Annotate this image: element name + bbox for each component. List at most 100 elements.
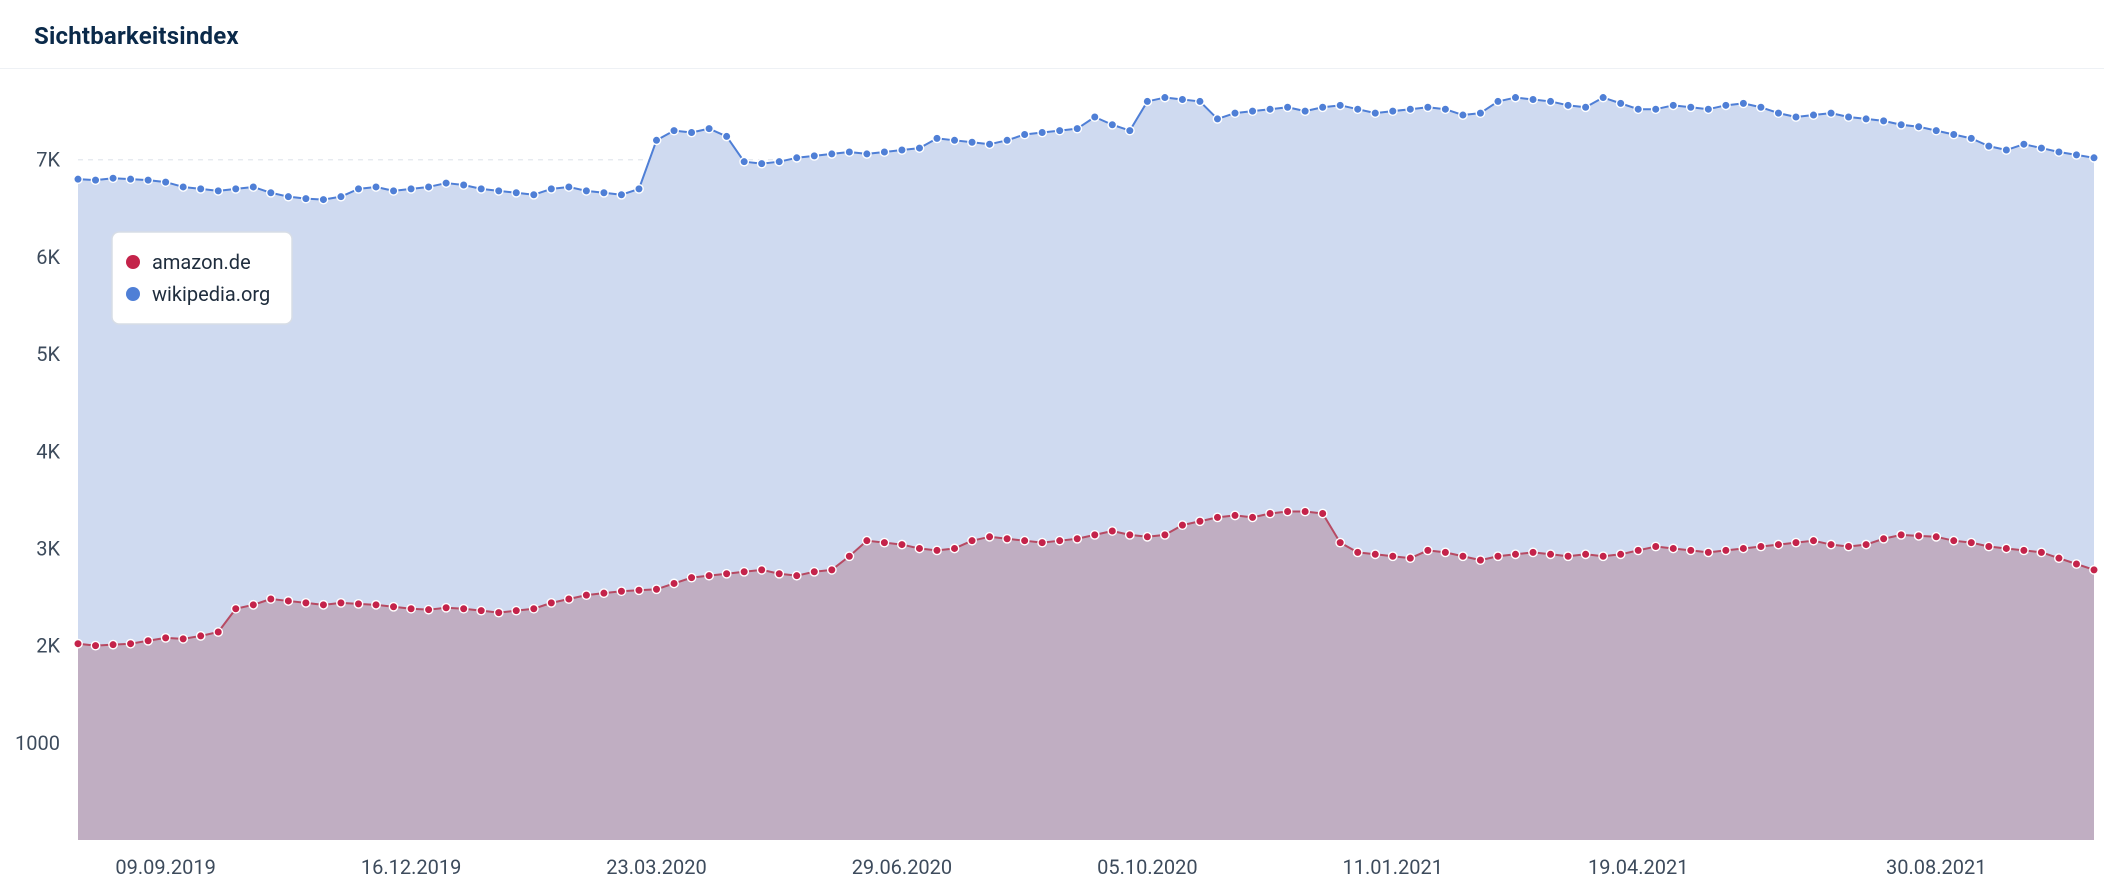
- point-wikipedia[interactable]: [1354, 105, 1362, 113]
- point-amazon[interactable]: [2090, 566, 2098, 574]
- point-wikipedia[interactable]: [1879, 117, 1887, 125]
- point-wikipedia[interactable]: [722, 132, 730, 140]
- point-amazon[interactable]: [1424, 546, 1432, 554]
- point-wikipedia[interactable]: [126, 175, 134, 183]
- point-wikipedia[interactable]: [302, 194, 310, 202]
- point-wikipedia[interactable]: [1038, 128, 1046, 136]
- point-amazon[interactable]: [670, 579, 678, 587]
- point-amazon[interactable]: [1318, 509, 1326, 517]
- point-wikipedia[interactable]: [1914, 123, 1922, 131]
- point-amazon[interactable]: [1266, 509, 1274, 517]
- point-amazon[interactable]: [1301, 507, 1309, 515]
- point-wikipedia[interactable]: [459, 181, 467, 189]
- point-wikipedia[interactable]: [1073, 124, 1081, 132]
- point-amazon[interactable]: [161, 634, 169, 642]
- point-wikipedia[interactable]: [1091, 113, 1099, 121]
- point-wikipedia[interactable]: [319, 195, 327, 203]
- point-amazon[interactable]: [354, 600, 362, 608]
- point-amazon[interactable]: [1371, 550, 1379, 558]
- point-amazon[interactable]: [828, 566, 836, 574]
- point-amazon[interactable]: [1687, 546, 1695, 554]
- point-amazon[interactable]: [1143, 533, 1151, 541]
- point-wikipedia[interactable]: [652, 136, 660, 144]
- point-wikipedia[interactable]: [1371, 109, 1379, 117]
- point-wikipedia[interactable]: [933, 134, 941, 142]
- point-amazon[interactable]: [1020, 536, 1028, 544]
- point-amazon[interactable]: [1757, 542, 1765, 550]
- point-wikipedia[interactable]: [1581, 103, 1589, 111]
- point-amazon[interactable]: [617, 587, 625, 595]
- point-wikipedia[interactable]: [950, 136, 958, 144]
- point-amazon[interactable]: [1774, 540, 1782, 548]
- point-amazon[interactable]: [933, 546, 941, 554]
- point-amazon[interactable]: [144, 637, 152, 645]
- point-wikipedia[interactable]: [2072, 151, 2080, 159]
- point-amazon[interactable]: [1126, 531, 1134, 539]
- point-wikipedia[interactable]: [1511, 93, 1519, 101]
- point-amazon[interactable]: [109, 640, 117, 648]
- point-amazon[interactable]: [985, 533, 993, 541]
- point-wikipedia[interactable]: [372, 183, 380, 191]
- point-wikipedia[interactable]: [442, 179, 450, 187]
- point-wikipedia[interactable]: [775, 157, 783, 165]
- point-amazon[interactable]: [845, 552, 853, 560]
- point-amazon[interactable]: [1354, 548, 1362, 556]
- point-wikipedia[interactable]: [968, 138, 976, 146]
- point-amazon[interactable]: [1827, 540, 1835, 548]
- point-wikipedia[interactable]: [1126, 126, 1134, 134]
- point-amazon[interactable]: [1879, 535, 1887, 543]
- point-amazon[interactable]: [91, 641, 99, 649]
- point-amazon[interactable]: [1616, 550, 1624, 558]
- point-wikipedia[interactable]: [828, 150, 836, 158]
- point-amazon[interactable]: [214, 628, 222, 636]
- point-wikipedia[interactable]: [1318, 103, 1326, 111]
- point-amazon[interactable]: [1739, 544, 1747, 552]
- point-amazon[interactable]: [582, 591, 590, 599]
- point-wikipedia[interactable]: [1389, 107, 1397, 115]
- point-wikipedia[interactable]: [407, 185, 415, 193]
- point-wikipedia[interactable]: [161, 178, 169, 186]
- point-amazon[interactable]: [1862, 540, 1870, 548]
- point-amazon[interactable]: [1231, 511, 1239, 519]
- point-wikipedia[interactable]: [284, 192, 292, 200]
- point-wikipedia[interactable]: [1476, 109, 1484, 117]
- point-wikipedia[interactable]: [1932, 126, 1940, 134]
- point-wikipedia[interactable]: [1704, 105, 1712, 113]
- point-amazon[interactable]: [1897, 531, 1905, 539]
- point-wikipedia[interactable]: [1792, 113, 1800, 121]
- point-amazon[interactable]: [1336, 538, 1344, 546]
- point-amazon[interactable]: [1985, 542, 1993, 550]
- point-amazon[interactable]: [1634, 546, 1642, 554]
- point-wikipedia[interactable]: [705, 124, 713, 132]
- point-amazon[interactable]: [968, 536, 976, 544]
- point-wikipedia[interactable]: [810, 152, 818, 160]
- point-amazon[interactable]: [424, 605, 432, 613]
- point-wikipedia[interactable]: [757, 159, 765, 167]
- point-amazon[interactable]: [547, 599, 555, 607]
- point-amazon[interactable]: [722, 570, 730, 578]
- point-wikipedia[interactable]: [2055, 148, 2063, 156]
- point-wikipedia[interactable]: [740, 157, 748, 165]
- point-amazon[interactable]: [179, 635, 187, 643]
- point-amazon[interactable]: [389, 603, 397, 611]
- point-wikipedia[interactable]: [1844, 113, 1852, 121]
- point-wikipedia[interactable]: [197, 185, 205, 193]
- point-wikipedia[interactable]: [565, 183, 573, 191]
- point-amazon[interactable]: [2020, 546, 2028, 554]
- point-wikipedia[interactable]: [232, 185, 240, 193]
- point-amazon[interactable]: [1038, 538, 1046, 546]
- point-wikipedia[interactable]: [1897, 121, 1905, 129]
- point-wikipedia[interactable]: [845, 148, 853, 156]
- point-amazon[interactable]: [495, 608, 503, 616]
- point-wikipedia[interactable]: [1950, 130, 1958, 138]
- point-amazon[interactable]: [1283, 507, 1291, 515]
- point-wikipedia[interactable]: [1757, 103, 1765, 111]
- point-wikipedia[interactable]: [1020, 130, 1028, 138]
- point-wikipedia[interactable]: [1406, 105, 1414, 113]
- point-wikipedia[interactable]: [1722, 101, 1730, 109]
- point-wikipedia[interactable]: [477, 185, 485, 193]
- point-amazon[interactable]: [1932, 533, 1940, 541]
- point-wikipedia[interactable]: [389, 187, 397, 195]
- point-wikipedia[interactable]: [1669, 101, 1677, 109]
- point-amazon[interactable]: [1914, 532, 1922, 540]
